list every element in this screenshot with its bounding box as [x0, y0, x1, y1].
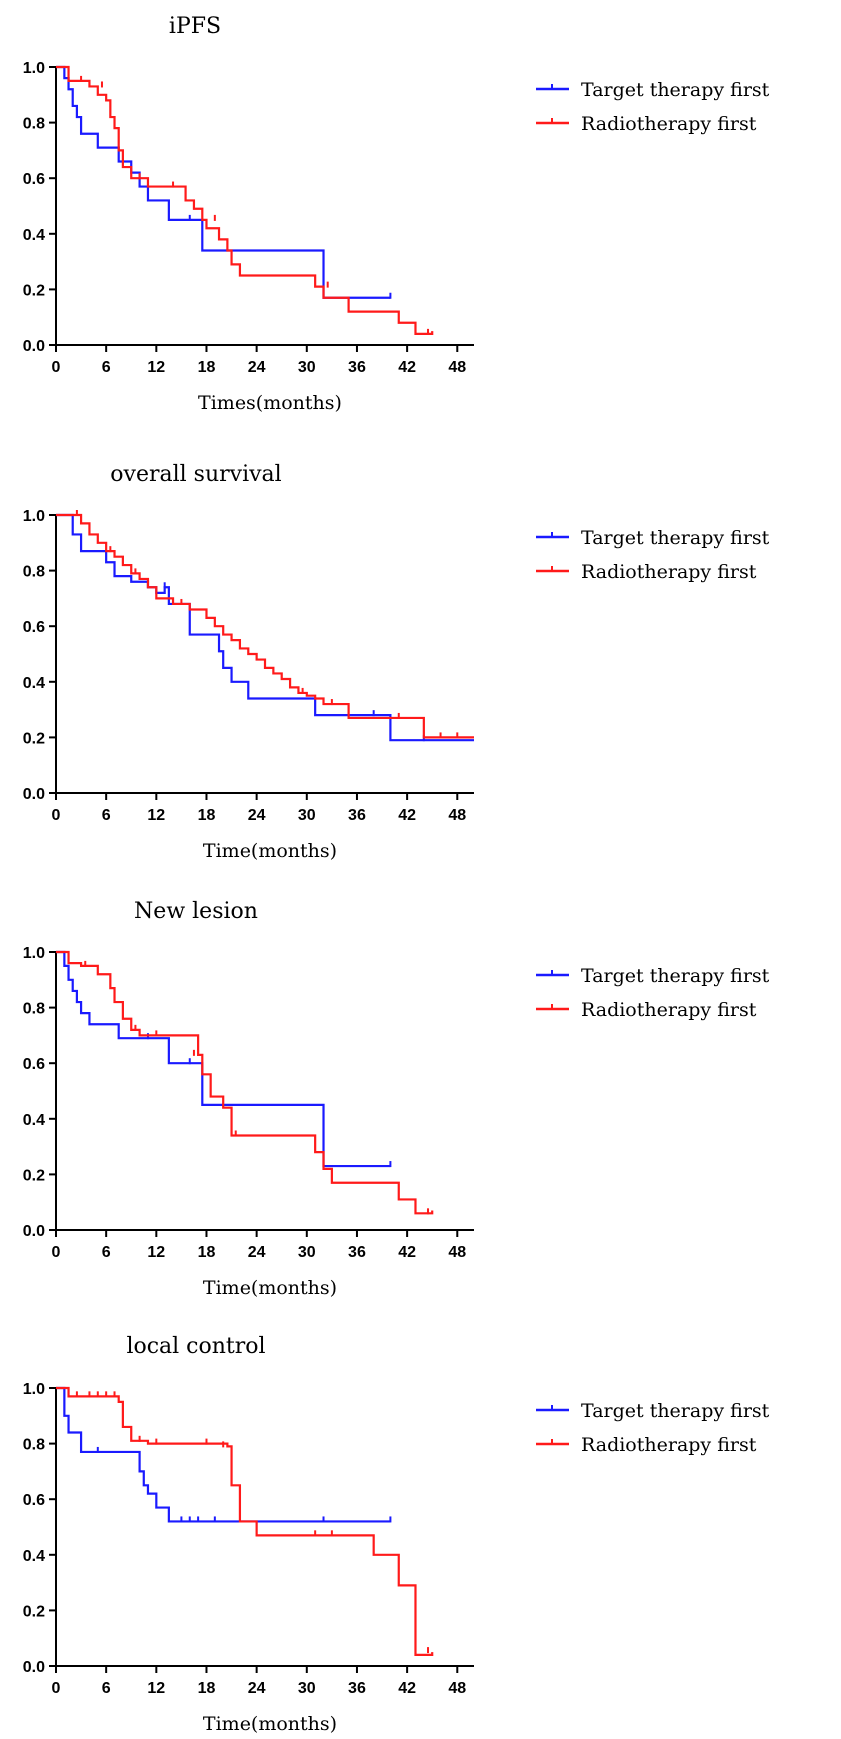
x-tick-label: 12	[147, 359, 165, 376]
series-line-2	[56, 65, 434, 335]
y-tick-label: 0.0	[23, 786, 45, 803]
y-tick-label: 0.8	[23, 1437, 45, 1454]
y-tick-label: 0.6	[23, 1492, 45, 1509]
x-tick-label: 30	[298, 359, 316, 376]
series-line-2	[56, 950, 434, 1215]
y-tick-label: 0.2	[23, 282, 45, 299]
y-tick-label: 0.2	[23, 1603, 45, 1620]
y-tick-label: 1.0	[23, 945, 45, 962]
x-tick-label: 24	[248, 1680, 266, 1697]
x-axis-label: Times(months)	[198, 392, 342, 414]
x-tick-label: 18	[198, 359, 216, 376]
y-tick-label: 1.0	[23, 60, 45, 77]
x-tick-label: 42	[398, 1244, 416, 1261]
legend-label: Radiotherapy first	[581, 1434, 757, 1456]
y-tick-label: 0.6	[23, 619, 45, 636]
x-tick-label: 36	[348, 1244, 366, 1261]
x-tick-label: 36	[348, 359, 366, 376]
x-tick-label: 6	[102, 359, 111, 376]
x-tick-label: 12	[147, 1244, 165, 1261]
x-tick-label: 12	[147, 1680, 165, 1697]
series-line-2	[56, 513, 474, 739]
chart-title: overall survival	[110, 462, 281, 487]
x-tick-label: 30	[298, 1680, 316, 1697]
x-tick-label: 48	[448, 359, 466, 376]
y-tick-label: 0.2	[23, 1167, 45, 1184]
series-line-1	[56, 1386, 391, 1523]
legend-label: Target therapy first	[581, 79, 770, 101]
x-tick-label: 12	[147, 807, 165, 824]
series-line-1	[56, 65, 391, 299]
x-tick-label: 6	[102, 807, 111, 824]
y-tick-label: 0.8	[23, 564, 45, 581]
chart-title: iPFS	[169, 14, 221, 39]
x-tick-label: 48	[448, 1244, 466, 1261]
series-line-1	[56, 950, 391, 1168]
y-tick-label: 0.0	[23, 338, 45, 355]
legend-label: Radiotherapy first	[581, 561, 757, 583]
x-tick-label: 0	[52, 359, 61, 376]
y-tick-label: 0.4	[23, 227, 45, 244]
series-line-1	[56, 513, 474, 742]
x-tick-label: 0	[52, 1680, 61, 1697]
x-tick-label: 42	[398, 359, 416, 376]
x-axis-label: Time(months)	[203, 840, 337, 862]
x-tick-label: 24	[248, 359, 266, 376]
legend-label: Target therapy first	[581, 527, 770, 549]
legend-label: Target therapy first	[581, 1400, 770, 1422]
y-tick-label: 0.4	[23, 675, 45, 692]
y-tick-label: 0.2	[23, 730, 45, 747]
chart-panel-3: New lesion 0.0 0.2 0.4 0.6 0.8 1.0 0 6 12 18 24 30 36…	[23, 899, 770, 1299]
chart-panel-1: iPFS 0.0 0.2 0.4 0.6 0.8 1.0 0 6 12 18 24 30 36 42 48 Ti…	[23, 14, 770, 414]
chart-title: local control	[126, 1334, 265, 1359]
y-tick-label: 0.8	[23, 116, 45, 133]
y-tick-label: 0.6	[23, 1056, 45, 1073]
x-tick-label: 30	[298, 1244, 316, 1261]
x-tick-label: 18	[198, 1680, 216, 1697]
x-tick-label: 42	[398, 807, 416, 824]
legend-label: Radiotherapy first	[581, 999, 757, 1021]
x-tick-label: 6	[102, 1680, 111, 1697]
y-tick-label: 0.6	[23, 171, 45, 188]
y-tick-label: 0.8	[23, 1001, 45, 1018]
legend-label: Radiotherapy first	[581, 113, 757, 135]
y-tick-label: 0.0	[23, 1223, 45, 1240]
x-tick-label: 36	[348, 807, 366, 824]
x-tick-label: 18	[198, 1244, 216, 1261]
x-tick-label: 18	[198, 807, 216, 824]
chart-panel-2: overall survival 0.0 0.2 0.4 0.6 0.8 1.0 0 6 12 18…	[23, 462, 770, 862]
x-tick-label: 42	[398, 1680, 416, 1697]
x-tick-label: 48	[448, 1680, 466, 1697]
y-tick-label: 1.0	[23, 508, 45, 525]
y-tick-label: 0.0	[23, 1659, 45, 1676]
x-tick-label: 36	[348, 1680, 366, 1697]
chart-panel-4: local control 0.0 0.2 0.4 0.6 0.8 1.0 0 6 12 18 24 3…	[23, 1334, 770, 1735]
x-tick-label: 0	[52, 807, 61, 824]
x-tick-label: 6	[102, 1244, 111, 1261]
x-tick-label: 0	[52, 1244, 61, 1261]
series-line-2	[56, 1386, 434, 1656]
x-axis-label: Time(months)	[203, 1277, 337, 1299]
x-tick-label: 24	[248, 807, 266, 824]
x-tick-label: 30	[298, 807, 316, 824]
y-tick-label: 0.4	[23, 1548, 45, 1565]
x-tick-label: 24	[248, 1244, 266, 1261]
legend-label: Target therapy first	[581, 965, 770, 987]
x-tick-label: 48	[448, 807, 466, 824]
y-tick-label: 1.0	[23, 1381, 45, 1398]
x-axis-label: Time(months)	[203, 1713, 337, 1735]
chart-title: New lesion	[134, 899, 258, 924]
y-tick-label: 0.4	[23, 1112, 45, 1129]
